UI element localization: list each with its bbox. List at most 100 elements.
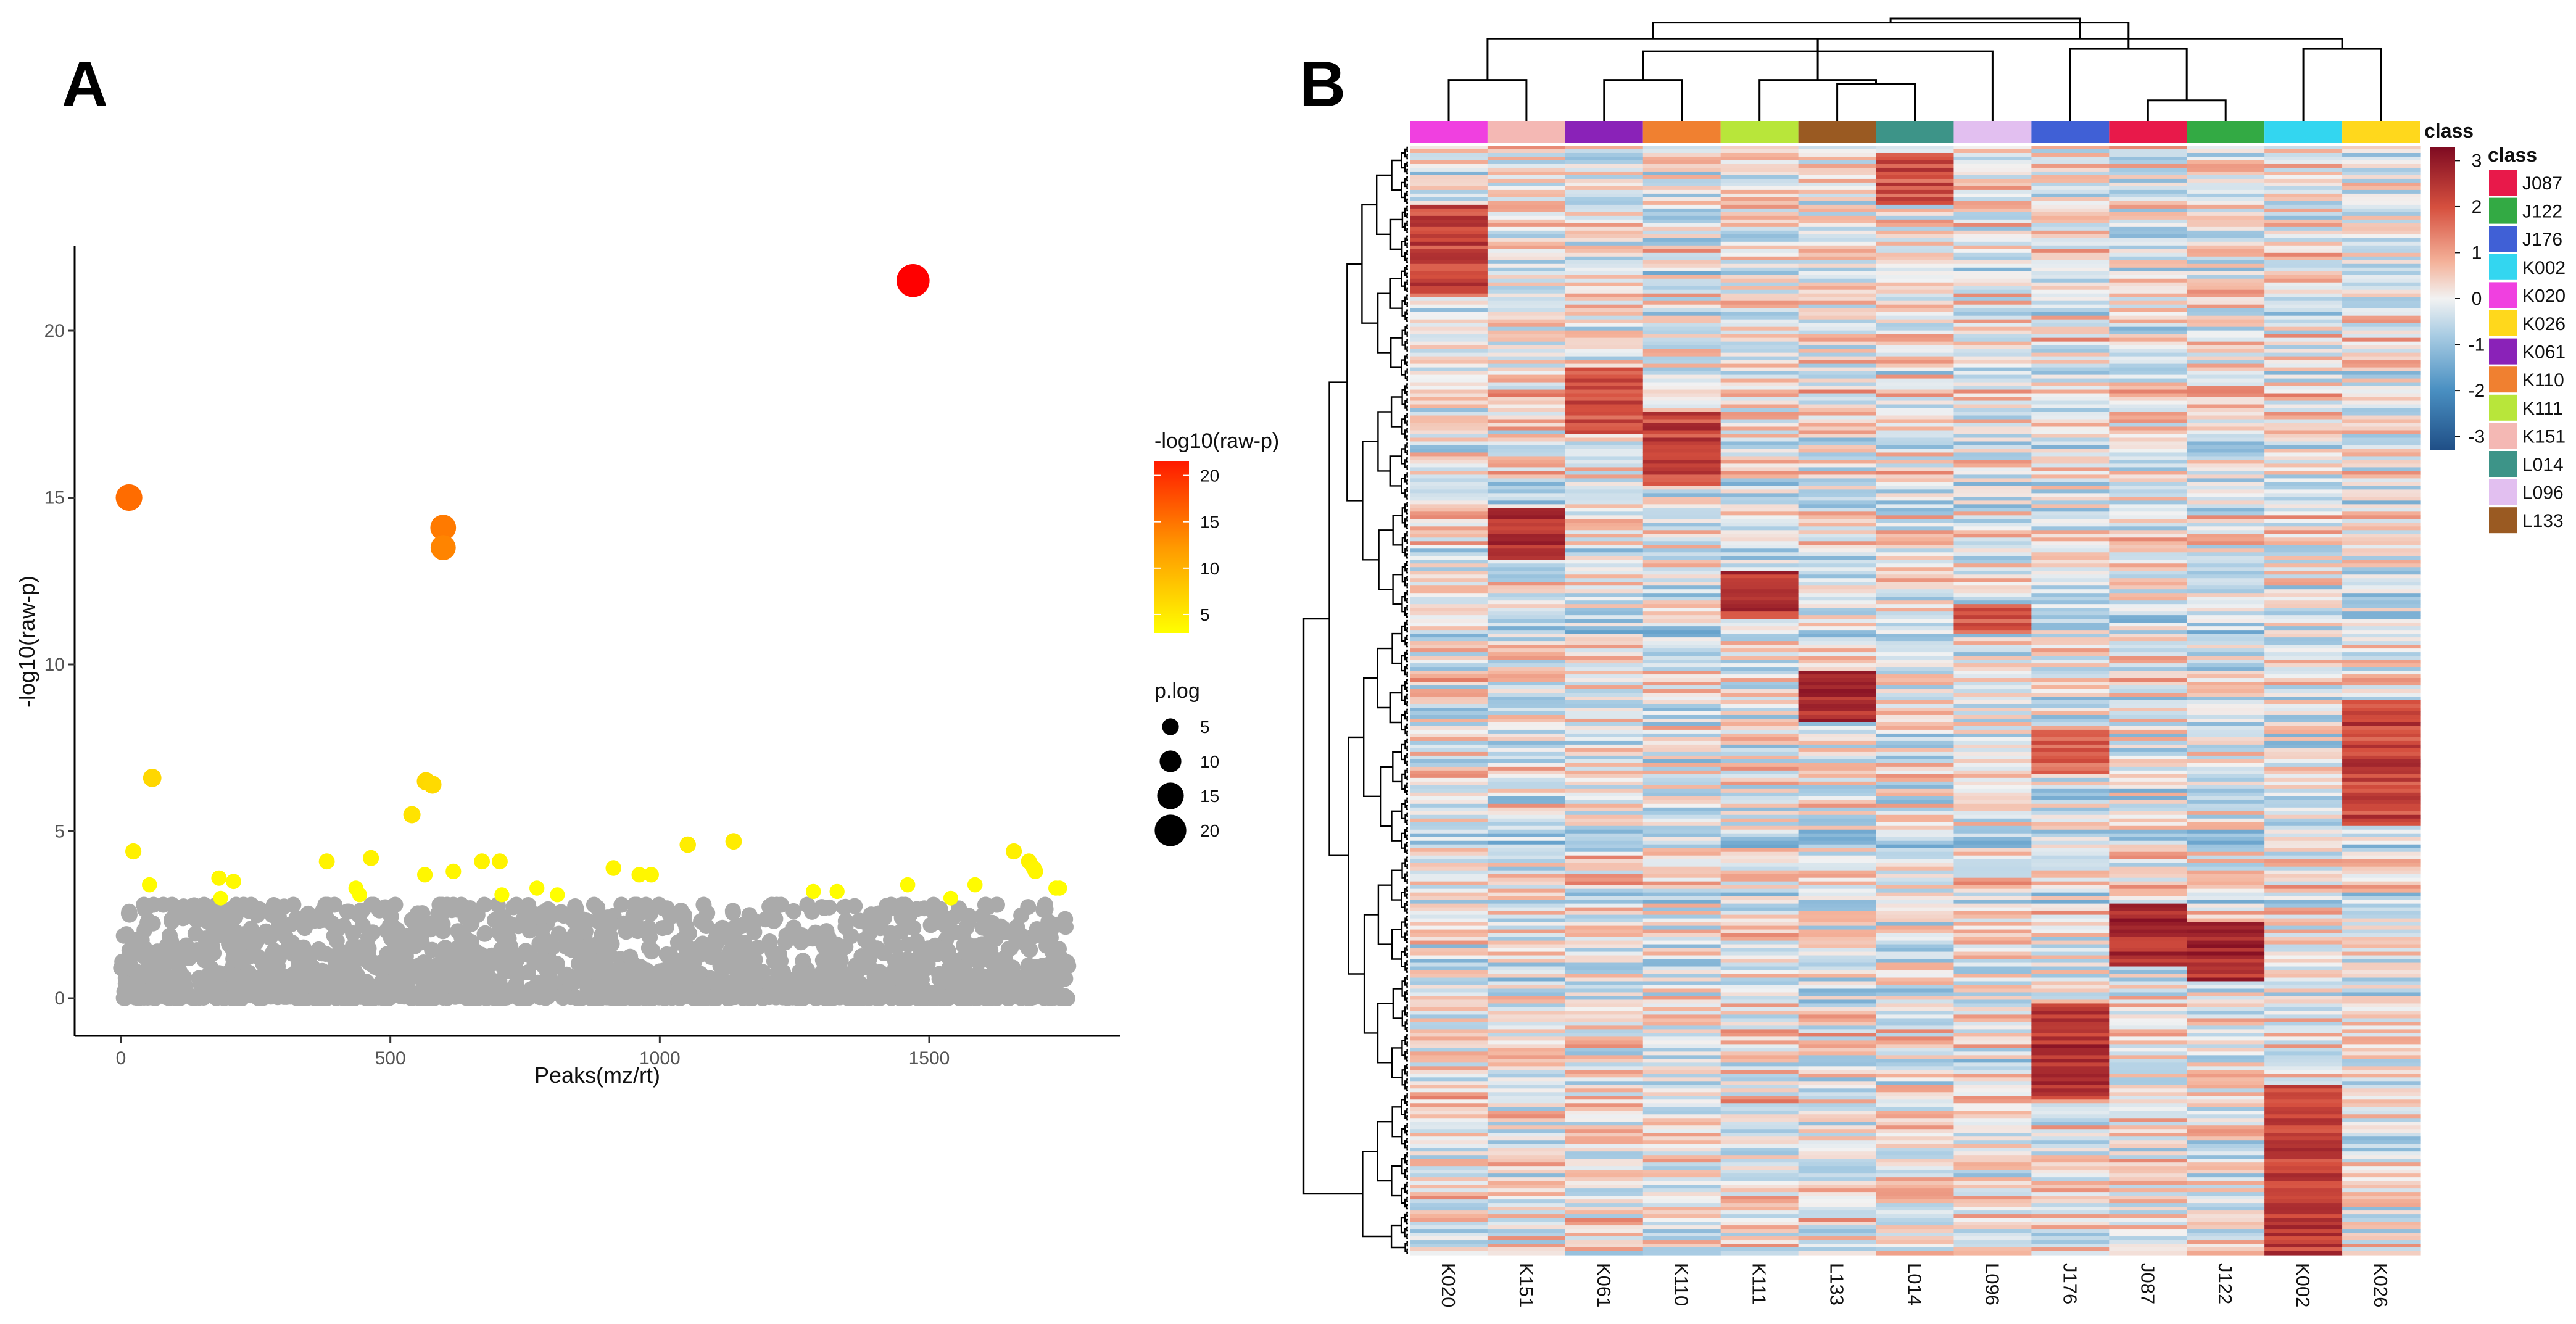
heatmap-cell [1487, 371, 1566, 376]
dendrogram-branch [1406, 1012, 1408, 1017]
heatmap-cell [1798, 818, 1877, 823]
heatmap-cell [1876, 300, 1955, 305]
dendrogram-branch [1406, 916, 1408, 921]
heatmap-cell [1876, 1125, 1955, 1130]
heatmap-cell [1720, 412, 1799, 416]
heatmap-cell [1565, 593, 1644, 597]
heatmap-cell [1876, 896, 1955, 901]
heatmap-cell [1953, 645, 2032, 649]
heatmap-cell [1720, 959, 1799, 964]
heatmap-cell [1798, 152, 1877, 157]
heatmap-cell [1953, 1033, 2032, 1037]
heatmap-cell [1642, 263, 1721, 268]
heatmap-cell [2031, 1066, 2110, 1070]
point-nonsignificant [614, 990, 631, 1006]
heatmap-cell [1876, 1085, 1955, 1089]
heatmap-cell [2031, 722, 2110, 727]
heatmap-cell [1642, 430, 1721, 435]
heatmap-cell [1487, 611, 1566, 616]
heatmap-cell [1798, 678, 1877, 682]
heatmap-cell [2031, 740, 2110, 745]
heatmap-cell [1876, 219, 1955, 224]
heatmap-cell [1410, 267, 1488, 272]
heatmap-cell [1720, 415, 1799, 420]
heatmap-cell [1876, 537, 1955, 542]
dendrogram-branch [1406, 465, 1408, 470]
heatmap-cell [1410, 874, 1488, 879]
heatmap-cell [1953, 977, 2032, 982]
heatmap-cell [1487, 493, 1566, 497]
heatmap-cell [1565, 1247, 1644, 1252]
heatmap-cell [1487, 548, 1566, 553]
heatmap-cell [1953, 933, 2032, 938]
heatmap-cell [1720, 467, 1799, 472]
heatmap-cell [1876, 652, 1955, 656]
heatmap-cell [2031, 645, 2110, 649]
heatmap-cell [1410, 434, 1488, 439]
point-nonsignificant [159, 937, 175, 954]
point-nonsignificant [695, 975, 711, 992]
heatmap-cell [1487, 877, 1566, 882]
heatmap-cell [1410, 523, 1488, 527]
heatmap-cell [1487, 1044, 1566, 1048]
heatmap-cell [1720, 574, 1799, 579]
heatmap-cell [2109, 445, 2187, 450]
heatmap-cell [2109, 208, 2187, 213]
heatmap-cell [2031, 434, 2110, 439]
heatmap-cell [1487, 1192, 1566, 1196]
heatmap-cell [2031, 241, 2110, 246]
heatmap-cell [1487, 1062, 1566, 1067]
heatmap-cell [2031, 263, 2110, 268]
point-nonsignificant [664, 990, 681, 1006]
heatmap-cell [1953, 737, 2032, 742]
heatmap-cell [1953, 582, 2032, 586]
heatmap-cell [1487, 870, 1566, 875]
heatmap-cell [1876, 796, 1955, 801]
heatmap-cell [1487, 352, 1566, 357]
heatmap-cell [1798, 674, 1877, 679]
heatmap-cell [1487, 1188, 1566, 1193]
heatmap-cell [1953, 1003, 2032, 1008]
heatmap-cell [1410, 323, 1488, 328]
heatmap-cell [1642, 759, 1721, 764]
heatmap-cell [2031, 693, 2110, 697]
heatmap-cell [1953, 1229, 2032, 1233]
heatmap-cell [1720, 363, 1799, 368]
heatmap-cell [1642, 777, 1721, 782]
heatmap-cell [1642, 304, 1721, 309]
annotation-cell [2187, 121, 2265, 143]
heatmap-cell [1487, 1140, 1566, 1144]
heatmap-cell [1487, 937, 1566, 941]
heatmap-cell [1953, 962, 2032, 967]
dendrogram-branch [1391, 1106, 1402, 1138]
dendrogram-branch [1406, 376, 1408, 381]
dendrogram-branch [1406, 242, 1408, 248]
heatmap-cell [1642, 788, 1721, 793]
heatmap-cell [1953, 1051, 2032, 1056]
dendrogram-branch [1406, 302, 1408, 307]
heatmap-cell [1487, 386, 1566, 391]
point-nonsignificant [535, 905, 552, 922]
heatmap-cell [1487, 463, 1566, 468]
heatmap-cell [2031, 482, 2110, 486]
heatmap-cell [1410, 271, 1488, 276]
heatmap-cell [1798, 955, 1877, 960]
heatmap-cell [1798, 1074, 1877, 1078]
point-nonsignificant [725, 904, 741, 921]
heatmap-cell [1798, 574, 1877, 579]
heatmap-cell [1487, 1122, 1566, 1126]
heatmap-cell [1487, 574, 1566, 579]
heatmap-cell [1487, 800, 1566, 805]
heatmap-cell [1410, 437, 1488, 442]
heatmap-cell [1876, 504, 1955, 508]
heatmap-cell [1642, 389, 1721, 394]
heatmap-cell [1720, 1247, 1799, 1252]
heatmap-cell [1565, 892, 1644, 897]
heatmap-cell [1876, 519, 1955, 523]
dendrogram-branch [1406, 656, 1408, 663]
heatmap-cell [1876, 641, 1955, 645]
heatmap-cell [2031, 1096, 2110, 1100]
heatmap-cell [1798, 204, 1877, 209]
heatmap-cell [1876, 175, 1955, 180]
heatmap-cell [1876, 870, 1955, 875]
